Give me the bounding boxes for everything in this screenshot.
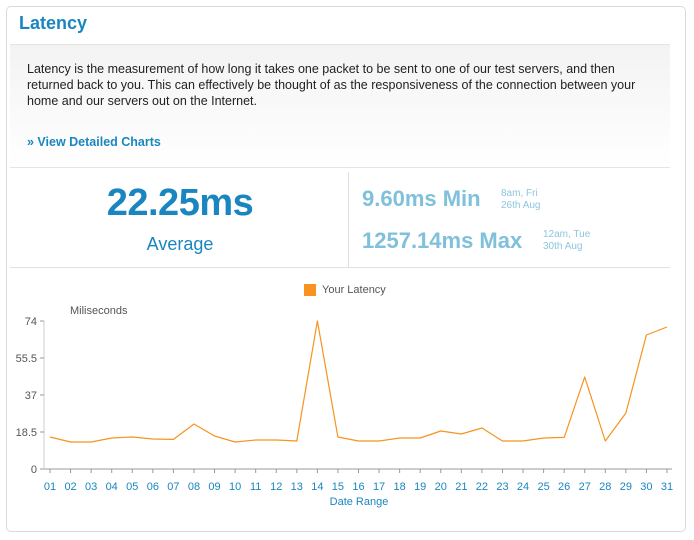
x-tick-label: 29: [620, 481, 632, 493]
average-label: Average: [146, 234, 214, 254]
y-tick-label: 18.5: [16, 427, 37, 439]
x-tick-label: 16: [352, 481, 364, 493]
x-tick-label: 01: [44, 481, 56, 493]
x-tick-label: 05: [126, 481, 138, 493]
x-tick-label: 03: [85, 481, 97, 493]
x-tick-label: 04: [106, 481, 118, 493]
y-axis-label: Miliseconds: [70, 305, 128, 317]
view-detailed-charts-link[interactable]: » View Detailed Charts: [27, 135, 161, 149]
max-value: 1257.14ms Max: [362, 228, 523, 253]
x-tick-label: 26: [558, 481, 570, 493]
max-time-line2: 30th Aug: [543, 241, 583, 252]
x-tick-label: 14: [311, 481, 323, 493]
description-text: Latency is the measurement of how long i…: [27, 62, 636, 108]
page-title: Latency: [19, 13, 88, 33]
x-tick-label: 25: [537, 481, 549, 493]
min-time: 8am, Fri 26th Aug: [501, 188, 540, 212]
x-tick-label: 08: [188, 481, 200, 493]
x-tick-label: 27: [579, 481, 591, 493]
x-tick-label: 18: [394, 481, 406, 493]
x-tick-label: 09: [208, 481, 220, 493]
max-time: 12am, Tue 30th Aug: [543, 229, 590, 253]
chart-divider: [10, 267, 670, 268]
x-tick-label: 23: [496, 481, 508, 493]
x-tick-label: 28: [599, 481, 611, 493]
x-tick-label: 11: [250, 481, 261, 493]
y-tick-label: 0: [31, 464, 37, 476]
x-tick-label: 02: [64, 481, 76, 493]
x-tick-label: 21: [455, 481, 467, 493]
x-tick-label: 19: [414, 481, 426, 493]
y-tick-label: 37: [25, 390, 37, 402]
x-tick-label: 17: [373, 481, 385, 493]
x-tick-label: 12: [270, 481, 282, 493]
y-tick-label: 55.5: [16, 353, 37, 365]
x-axis-label: Date Range: [330, 496, 389, 508]
latency-series-line: [49, 320, 668, 443]
x-tick-label: 07: [167, 481, 179, 493]
max-time-line1: 12am, Tue: [543, 229, 591, 240]
x-tick-label: 10: [229, 481, 241, 493]
description-box: Latency is the measurement of how long i…: [10, 44, 670, 168]
y-tick-label: 74: [25, 316, 37, 328]
min-time-line1: 8am, Fri: [501, 188, 538, 199]
x-tick-label: 31: [661, 481, 673, 493]
legend-label: Your Latency: [322, 284, 386, 296]
min-time-line2: 26th Aug: [501, 200, 541, 211]
min-value: 9.60ms Min: [362, 186, 481, 211]
x-tick-label: 06: [147, 481, 159, 493]
x-tick-label: 15: [332, 481, 344, 493]
x-tick-label: 20: [435, 481, 447, 493]
average-value: 22.25ms: [106, 182, 254, 224]
x-tick-label: 24: [517, 481, 529, 493]
x-tick-label: 13: [291, 481, 303, 493]
legend-swatch: [304, 284, 316, 296]
x-tick-label: 30: [640, 481, 652, 493]
x-tick-label: 22: [476, 481, 488, 493]
stats-divider: [348, 172, 349, 267]
